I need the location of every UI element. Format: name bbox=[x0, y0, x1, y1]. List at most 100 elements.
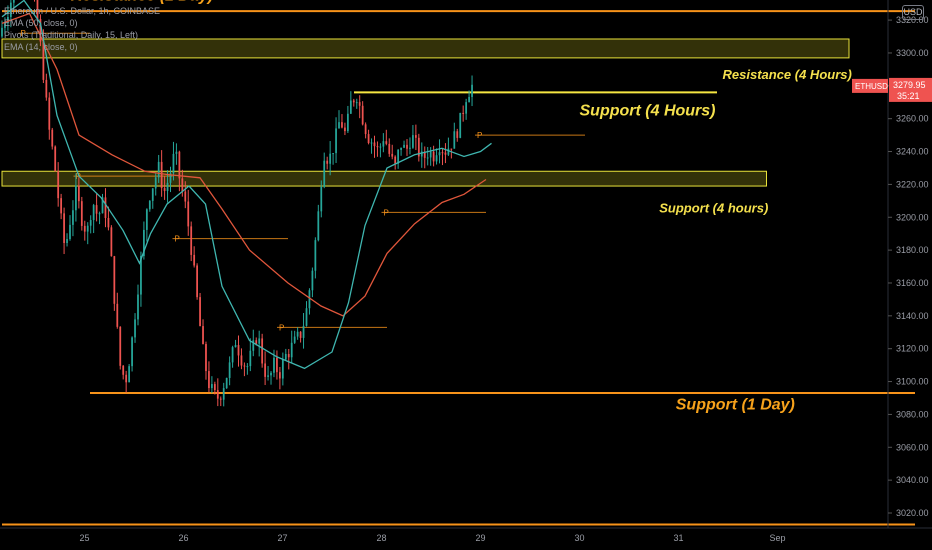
candle-body bbox=[36, 0, 39, 20]
candle-body bbox=[175, 151, 178, 154]
candle-body bbox=[255, 340, 258, 344]
candle-body bbox=[364, 124, 367, 135]
candle-body bbox=[429, 151, 432, 158]
candle-body bbox=[370, 142, 373, 144]
time-tick-label: 26 bbox=[178, 533, 188, 543]
candle-body bbox=[373, 142, 376, 147]
candle-body bbox=[246, 366, 249, 368]
candle-body bbox=[243, 365, 246, 367]
annotation-label: Support (4 Hours) bbox=[580, 102, 716, 119]
candle-body bbox=[42, 41, 45, 80]
candle-body bbox=[57, 171, 60, 199]
candle-body bbox=[462, 112, 465, 114]
price-tick-label: 3020.00 bbox=[896, 508, 929, 518]
candle-body bbox=[66, 239, 68, 244]
pivot-label: P bbox=[21, 29, 26, 38]
candle-body bbox=[131, 337, 133, 367]
candle-body bbox=[432, 151, 435, 162]
candle-body bbox=[125, 374, 128, 383]
candle-body bbox=[417, 137, 420, 157]
candle-body bbox=[63, 213, 65, 244]
candle-body bbox=[326, 160, 329, 164]
pivot-label: P bbox=[384, 208, 389, 217]
candle-body bbox=[279, 372, 281, 379]
candle-body bbox=[107, 218, 110, 228]
support-zone bbox=[1, 170, 767, 187]
candle-body bbox=[332, 153, 334, 155]
candle-body bbox=[456, 131, 459, 138]
chart-legend: Ethereum / U.S. Dollar, 1h, COINBASE EMA… bbox=[4, 5, 160, 53]
candle-body bbox=[287, 353, 290, 358]
candle-body bbox=[264, 363, 266, 377]
candle-body bbox=[435, 155, 438, 162]
time-tick-label: 25 bbox=[79, 533, 89, 543]
time-tick-label: 31 bbox=[673, 533, 683, 543]
candle-body bbox=[151, 188, 154, 201]
candle-body bbox=[385, 141, 388, 144]
currency-selector[interactable]: USD bbox=[902, 5, 924, 20]
candle-body bbox=[284, 353, 287, 360]
candle-body bbox=[352, 100, 355, 103]
candle-body bbox=[216, 390, 219, 399]
candle-body bbox=[423, 151, 426, 158]
candle-body bbox=[95, 205, 98, 214]
candle-body bbox=[308, 290, 311, 309]
pivot-label: P bbox=[279, 323, 284, 332]
candle-body bbox=[391, 153, 394, 157]
candle-body bbox=[60, 198, 63, 214]
candle-body bbox=[293, 336, 296, 343]
candle-body bbox=[447, 148, 450, 155]
candle-body bbox=[349, 100, 352, 114]
candle-body bbox=[148, 200, 151, 210]
candle-body bbox=[273, 357, 275, 373]
candle-body bbox=[276, 357, 278, 373]
candle-body bbox=[7, 16, 9, 24]
legend-symbol: Ethereum / U.S. Dollar, 1h, COINBASE bbox=[4, 6, 161, 16]
candle-body bbox=[234, 345, 237, 348]
price-tick-label: 3040.00 bbox=[896, 475, 929, 485]
candle-body bbox=[92, 205, 95, 221]
candle-body bbox=[231, 347, 234, 363]
time-tick-label: Sep bbox=[769, 533, 785, 543]
price-tick-label: 3100.00 bbox=[896, 377, 929, 387]
price-tick-label: 3260.00 bbox=[896, 114, 929, 124]
ema-lines bbox=[1, 0, 492, 370]
pivot-label: P bbox=[175, 235, 180, 244]
candle-body bbox=[113, 256, 116, 304]
price-tick-label: 3120.00 bbox=[896, 344, 929, 354]
price-tick-label: 3160.00 bbox=[896, 278, 929, 288]
candle-body bbox=[116, 303, 119, 327]
price-tick-label: 3060.00 bbox=[896, 442, 929, 452]
candle-body bbox=[219, 398, 222, 400]
legend-pivots: Pivots (Traditional, Daily, 15, Left) bbox=[4, 30, 139, 40]
candle-body bbox=[199, 297, 201, 327]
ema-14-line bbox=[1, 0, 492, 370]
candle-body bbox=[222, 388, 225, 400]
candle-body bbox=[145, 209, 148, 230]
candle-body bbox=[388, 143, 391, 154]
price-tick-label: 3320.00 bbox=[896, 15, 929, 25]
candle-body bbox=[441, 152, 444, 154]
candle-body bbox=[51, 129, 54, 147]
candle-body bbox=[344, 127, 346, 132]
candle-body bbox=[299, 331, 302, 338]
candle-body bbox=[137, 294, 139, 320]
candle-body bbox=[258, 338, 261, 344]
price-tick-label: 3200.00 bbox=[896, 212, 929, 222]
candle-body bbox=[140, 256, 142, 295]
annotations: Resistance (1 Day) Resistance (4 Hours) Su… bbox=[71, 0, 852, 413]
candle-body bbox=[376, 146, 379, 148]
candle-body bbox=[409, 147, 411, 149]
candle-body bbox=[338, 122, 340, 129]
candle-body bbox=[172, 153, 175, 174]
candle-body bbox=[39, 19, 42, 42]
candle-body bbox=[163, 188, 166, 191]
candle-body bbox=[465, 102, 468, 114]
candle-body bbox=[178, 151, 181, 179]
candle-body bbox=[471, 84, 473, 97]
candle-body bbox=[314, 240, 317, 271]
candle-body bbox=[110, 227, 113, 257]
candle-body bbox=[1, 27, 3, 37]
